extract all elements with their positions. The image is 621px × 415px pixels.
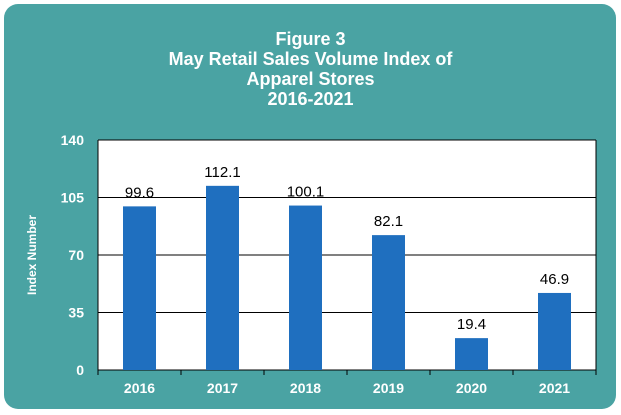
data-label-2018: 100.1 [287, 184, 325, 201]
x-tick-label: 2016 [124, 380, 155, 396]
bars [123, 185, 571, 370]
title-line-3: Apparel Stores [246, 69, 375, 89]
x-tick-label: 2017 [207, 380, 238, 396]
title-line-4: 2016-2021 [267, 89, 354, 109]
data-label-2016: 99.6 [125, 184, 154, 201]
chart-title: Figure 3 May Retail Sales Volume Index o… [0, 29, 621, 109]
y-tick-label: 0 [76, 362, 84, 378]
bar-2021 [538, 292, 571, 370]
x-tick-label: 2018 [290, 380, 321, 396]
y-tick-label: 35 [68, 305, 84, 321]
bar-2017 [206, 185, 239, 370]
x-axis-ticks: 2016 2017 2018 2019 2020 2021 [97, 370, 597, 396]
title-line-1: Figure 3 [275, 29, 346, 49]
data-label-2019: 82.1 [374, 213, 403, 230]
data-labels: 99.6 112.1 100.1 82.1 19.4 46.9 [125, 164, 569, 333]
data-label-2021: 46.9 [540, 271, 569, 288]
y-tick-label: 140 [61, 132, 85, 148]
x-tick-label: 2021 [539, 380, 570, 396]
data-label-2017: 112.1 [204, 164, 240, 181]
bar-2019 [372, 235, 405, 370]
y-axis-label: Index Number [25, 215, 39, 295]
data-label-2020: 19.4 [457, 316, 486, 333]
bar-2018 [289, 205, 322, 370]
x-tick-label: 2019 [373, 380, 404, 396]
bar-2016 [123, 206, 156, 370]
y-tick-label: 70 [68, 247, 84, 263]
title-line-2: May Retail Sales Volume Index of [168, 49, 453, 69]
x-tick-label: 2020 [456, 380, 487, 396]
bar-2020 [455, 338, 488, 370]
y-axis-ticks: 0 35 70 105 140 [61, 132, 85, 378]
y-tick-label: 105 [61, 190, 85, 206]
